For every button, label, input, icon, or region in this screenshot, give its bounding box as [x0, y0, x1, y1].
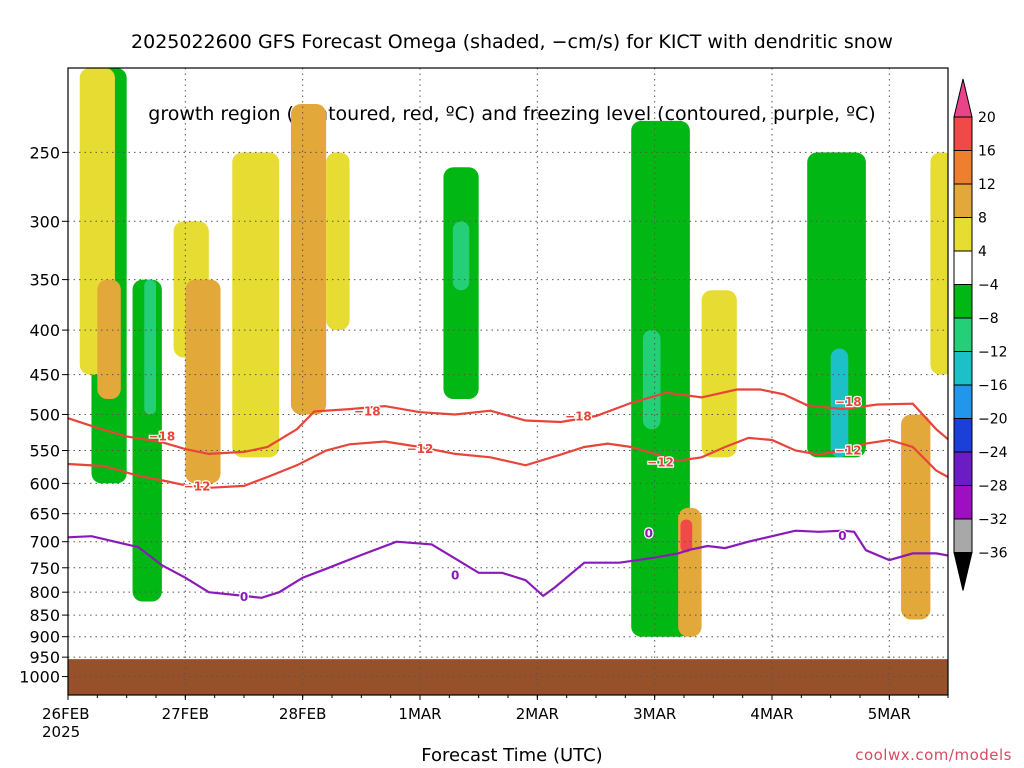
omega-shaded-region: [830, 348, 849, 458]
colorbar-label: 8: [978, 211, 987, 227]
contour-label: −18: [835, 395, 862, 409]
omega-shaded-region: [930, 152, 948, 375]
colorbar-segment: [953, 451, 973, 486]
x-axis-label: Forecast Time (UTC): [421, 745, 603, 766]
colorbar-segment: [953, 351, 973, 386]
omega-shaded-region: [901, 414, 931, 620]
credit-text: coolwx.com/models: [855, 746, 1012, 764]
contour-line--12: [68, 436, 948, 489]
y-tick-label: 250: [29, 143, 60, 162]
colorbar-label: −16: [978, 378, 1008, 394]
colorbar-segment: [953, 116, 973, 151]
contour-line-0: [68, 529, 948, 599]
contour-label: −18: [354, 404, 381, 418]
colorbar-label: −4: [978, 278, 999, 294]
x-tick-label: 26FEB: [42, 705, 89, 723]
colorbar-label: 16: [978, 144, 996, 160]
colorbar-label: −24: [978, 445, 1008, 461]
y-tick-label: 650: [29, 505, 60, 524]
x-tick-label: 1MAR: [398, 705, 441, 723]
contour-label: 0: [645, 526, 653, 540]
omega-shaded-region: [642, 330, 661, 430]
y-tick-label: 1000: [19, 668, 60, 687]
omega-shaded-region: [144, 279, 156, 415]
colorbar-label: −36: [978, 546, 1008, 562]
x-tick-label: 27FEB: [162, 705, 209, 723]
contour-label: −12: [184, 480, 211, 494]
x-tick-label: 5MAR: [868, 705, 911, 723]
colorbar-top-triangle: [953, 78, 973, 118]
title-line-1: 2025022600 GFS Forecast Omega (shaded, −…: [131, 31, 893, 53]
contour-label: −12: [835, 444, 862, 458]
y-tick-label: 300: [29, 212, 60, 231]
colorbar-segment: [953, 317, 973, 352]
omega-shaded-region: [701, 290, 737, 458]
y-tick-label: 750: [29, 559, 60, 578]
x-tick-label: 2MAR: [516, 705, 559, 723]
omega-shaded-region: [807, 152, 866, 458]
contour-label: −12: [407, 442, 434, 456]
colorbar-label: −20: [978, 412, 1008, 428]
contour-line--18: [68, 388, 948, 456]
omega-shaded-region: [680, 519, 693, 553]
y-tick-label: 600: [29, 474, 60, 493]
contour-label: 0: [451, 568, 459, 582]
colorbar-segment: [953, 418, 973, 453]
colorbar-segment: [953, 250, 973, 285]
colorbar-segment: [953, 284, 973, 319]
omega-shaded-region: [97, 279, 121, 400]
contour-label: −18: [148, 429, 175, 443]
colorbar-label: 20: [978, 110, 996, 126]
colorbar-label: 12: [978, 177, 996, 193]
omega-shaded-region: [326, 152, 350, 331]
colorbar-label: −32: [978, 512, 1008, 528]
y-tick-label: 950: [29, 648, 60, 667]
colorbar-bottom-triangle: [953, 552, 973, 591]
omega-shaded-region: [452, 221, 470, 291]
y-tick-label: 550: [29, 442, 60, 461]
colorbar-segment: [953, 150, 973, 185]
contour-label: 0: [240, 590, 248, 604]
y-tick-label: 350: [29, 271, 60, 290]
y-tick-label: 400: [29, 321, 60, 340]
colorbar-label: −12: [978, 345, 1008, 361]
omega-shaded-region: [232, 152, 280, 458]
x-tick-label: 28FEB: [279, 705, 326, 723]
colorbar-label: 4: [978, 244, 987, 260]
colorbar-segment: [953, 384, 973, 419]
omega-shaded-region: [290, 104, 327, 415]
y-tick-label: 850: [29, 606, 60, 625]
colorbar-segment: [953, 485, 973, 520]
x-tick-label: 4MAR: [750, 705, 793, 723]
colorbar-label: −28: [978, 479, 1008, 495]
y-tick-label: 900: [29, 628, 60, 647]
colorbar-segment: [953, 183, 973, 218]
contour-label: −18: [565, 410, 592, 424]
colorbar-segment: [953, 217, 973, 252]
contour-label: 0: [838, 529, 846, 543]
x-tick-label: 2025: [42, 723, 80, 741]
contour-label: −12: [647, 456, 674, 470]
y-tick-label: 500: [29, 405, 60, 424]
colorbar-segment: [953, 518, 973, 553]
ground-surface: [68, 659, 948, 695]
y-tick-label: 800: [29, 583, 60, 602]
y-tick-label: 700: [29, 533, 60, 552]
y-tick-label: 450: [29, 366, 60, 385]
x-tick-label: 3MAR: [633, 705, 676, 723]
colorbar-label: −8: [978, 311, 999, 327]
